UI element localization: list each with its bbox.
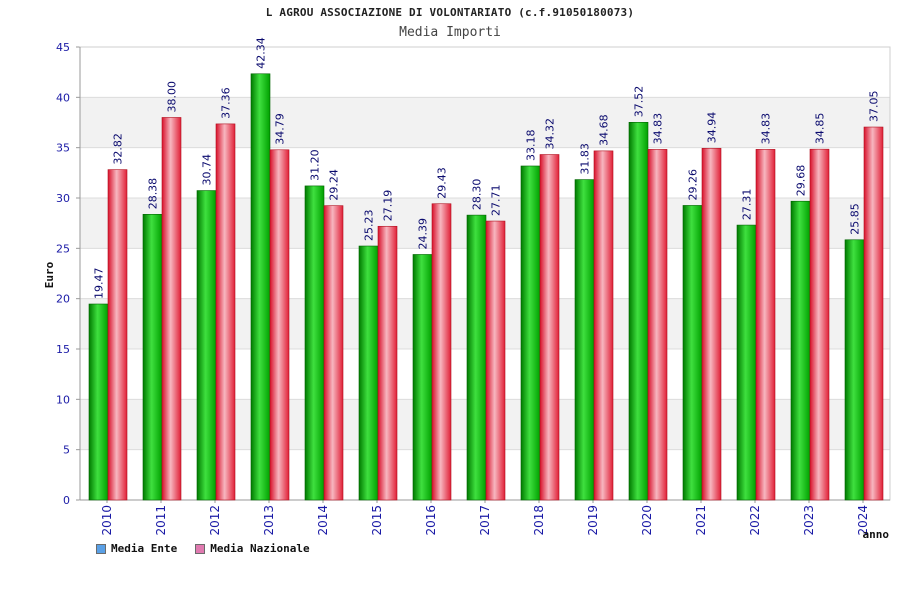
data-label-media-nazionale-2018: 34.32	[544, 118, 557, 150]
data-label-media-ente-2018: 33.18	[525, 129, 538, 161]
bar-media-ente-2013	[250, 73, 271, 501]
y-tick-label: 20	[56, 293, 70, 306]
bar-media-ente-2021	[682, 205, 703, 501]
bar-media-ente-2016	[412, 254, 433, 501]
y-tick-label: 25	[56, 242, 70, 255]
data-label-media-ente-2013: 42.34	[255, 37, 268, 69]
data-label-media-ente-2012: 30.74	[201, 154, 214, 186]
bar-media-nazionale-2011	[161, 117, 182, 501]
bar-media-ente-2017	[466, 214, 487, 501]
data-label-media-nazionale-2014: 29.24	[328, 169, 341, 201]
bar-media-ente-2022	[736, 224, 757, 501]
bar-media-nazionale-2013	[269, 149, 290, 501]
data-label-media-nazionale-2010: 32.82	[112, 133, 125, 165]
data-label-media-nazionale-2021: 34.94	[706, 112, 719, 144]
data-label-media-nazionale-2020: 34.83	[652, 113, 665, 145]
x-tick-label: 2020	[640, 505, 654, 536]
x-tick-label: 2022	[748, 505, 762, 536]
x-tick-label: 2011	[154, 505, 168, 536]
bar-media-ente-2019	[574, 179, 595, 501]
bar-media-ente-2015	[358, 245, 379, 501]
data-label-media-ente-2011: 28.38	[147, 178, 160, 210]
data-label-media-nazionale-2024: 37.05	[868, 91, 881, 123]
legend-label-media-nazionale: Media Nazionale	[210, 542, 310, 555]
data-label-media-ente-2024: 25.85	[849, 203, 862, 235]
bar-media-ente-2012	[196, 190, 217, 501]
data-label-media-ente-2014: 31.20	[309, 149, 322, 181]
bar-media-ente-2023	[790, 200, 811, 501]
y-tick-label: 35	[56, 142, 70, 155]
bar-media-nazionale-2017	[485, 220, 506, 501]
x-tick-label: 2013	[262, 505, 276, 536]
x-tick-label: 2019	[586, 505, 600, 536]
y-tick-label: 45	[56, 41, 70, 54]
bar-media-nazionale-2018	[539, 154, 560, 501]
data-label-media-ente-2019: 31.83	[579, 143, 592, 175]
data-label-media-ente-2010: 19.47	[93, 268, 106, 300]
data-label-media-ente-2016: 24.39	[417, 218, 430, 250]
bar-media-nazionale-2020	[647, 149, 668, 501]
x-tick-label: 2015	[370, 505, 384, 536]
x-tick-label: 2021	[694, 505, 708, 536]
bar-media-nazionale-2012	[215, 123, 236, 501]
bar-media-ente-2014	[304, 185, 325, 501]
data-label-media-nazionale-2011: 38.00	[166, 81, 179, 113]
legend-swatch-media-nazionale	[195, 543, 206, 554]
y-tick-label: 30	[56, 192, 70, 205]
bar-media-nazionale-2010	[107, 169, 128, 501]
data-label-media-nazionale-2013: 34.79	[274, 113, 287, 145]
chart-subtitle: Media Importi	[399, 25, 501, 40]
bar-media-nazionale-2015	[377, 225, 398, 501]
x-tick-label: 2012	[208, 505, 222, 536]
legend-item-media-nazionale: Media Nazionale	[195, 542, 310, 555]
bar-media-ente-2020	[628, 121, 649, 501]
data-label-media-nazionale-2023: 34.85	[814, 113, 827, 145]
x-axis-label: anno	[863, 528, 890, 541]
data-label-media-ente-2021: 29.26	[687, 169, 700, 201]
legend-item-media-ente: Media Ente	[96, 542, 177, 555]
x-tick-label: 2014	[316, 505, 330, 536]
x-tick-label: 2023	[802, 505, 816, 536]
bar-media-nazionale-2024	[863, 126, 884, 501]
bar-media-nazionale-2023	[809, 148, 830, 501]
y-tick-label: 5	[63, 444, 70, 457]
bar-media-nazionale-2014	[323, 205, 344, 501]
data-label-media-ente-2017: 28.30	[471, 179, 484, 211]
y-axis-label: Euro	[43, 261, 56, 288]
data-label-media-nazionale-2016: 29.43	[436, 167, 449, 199]
y-tick-label: 15	[56, 343, 70, 356]
bar-media-ente-2010	[88, 303, 109, 501]
bar-media-ente-2018	[520, 165, 541, 501]
y-tick-label: 40	[56, 91, 70, 104]
bar-media-ente-2011	[142, 214, 163, 501]
data-label-media-nazionale-2022: 34.83	[760, 113, 773, 145]
data-label-media-ente-2023: 29.68	[795, 165, 808, 197]
data-label-media-nazionale-2015: 27.19	[382, 190, 395, 222]
x-tick-label: 2010	[100, 505, 114, 536]
data-label-media-ente-2022: 27.31	[741, 189, 754, 221]
bar-media-ente-2024	[844, 239, 865, 501]
data-label-media-nazionale-2017: 27.71	[490, 185, 503, 217]
y-tick-label: 10	[56, 393, 70, 406]
bar-media-nazionale-2016	[431, 203, 452, 501]
x-tick-label: 2017	[478, 505, 492, 536]
bar-media-nazionale-2019	[593, 150, 614, 501]
bar-media-nazionale-2022	[755, 149, 776, 501]
data-label-media-ente-2020: 37.52	[633, 86, 646, 118]
x-tick-label: 2016	[424, 505, 438, 536]
x-tick-label: 2024	[856, 505, 870, 536]
y-tick-label: 0	[63, 494, 70, 507]
bar-media-nazionale-2021	[701, 147, 722, 501]
x-tick-label: 2018	[532, 505, 546, 536]
data-label-media-nazionale-2012: 37.36	[220, 87, 233, 119]
chart-title: L AGROU ASSOCIAZIONE DI VOLONTARIATO (c.…	[265, 6, 635, 19]
grid-band	[80, 97, 890, 148]
legend-label-media-ente: Media Ente	[111, 542, 178, 555]
legend: Media Ente Media Nazionale	[96, 542, 310, 555]
data-label-media-ente-2015: 25.23	[363, 210, 376, 242]
legend-swatch-media-ente	[96, 543, 106, 554]
data-label-media-nazionale-2019: 34.68	[598, 114, 611, 146]
